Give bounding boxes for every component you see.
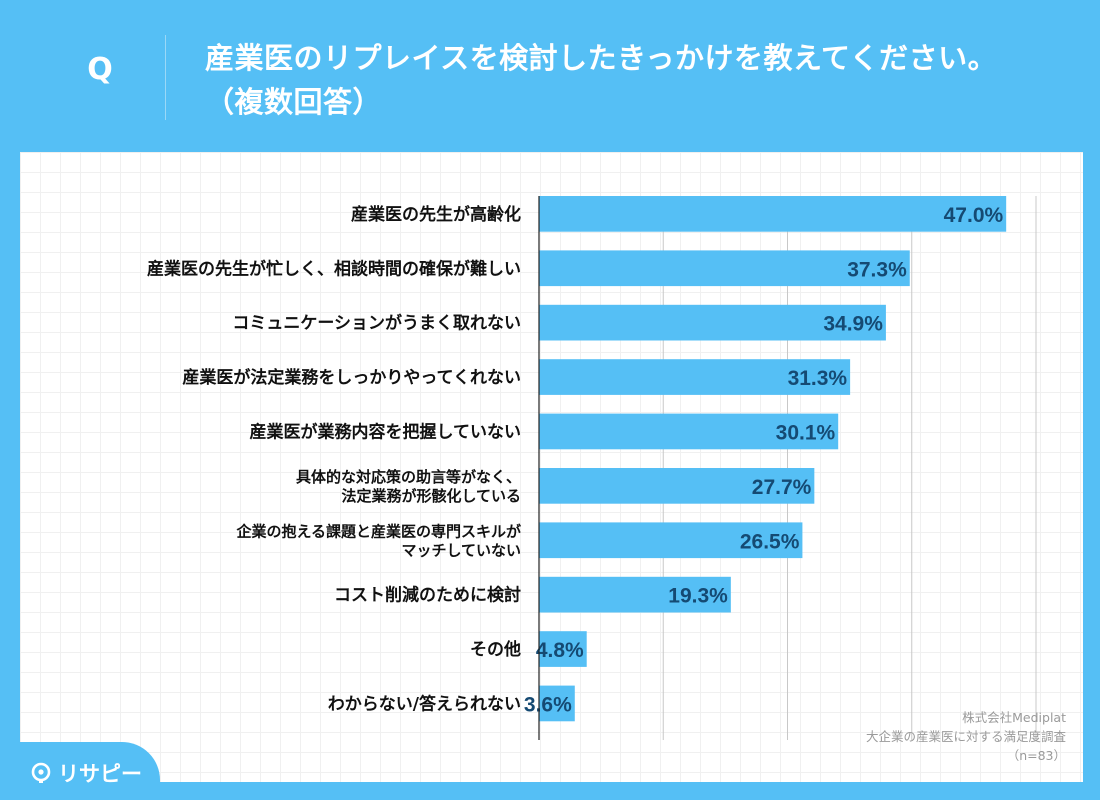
value-label-7: 26.5% (740, 530, 800, 553)
question-label: Q (87, 52, 113, 87)
question-text: 産業医のリプレイスを検討したきっかけを教えてください。 （複数回答） (205, 36, 997, 124)
lightbulb-icon (31, 762, 51, 783)
category-label-5: 産業医が業務内容を把握していない (250, 421, 522, 442)
bar-3 (539, 304, 886, 341)
category-label-6-line-1: 具体的な対応策の助言等がなく、 (296, 468, 521, 486)
category-label-10: わからない/答えられない (328, 693, 521, 714)
bar-6 (539, 468, 815, 504)
brand-logo: リサピー (30, 758, 142, 788)
brand-name: リサピー (58, 762, 142, 786)
bar-9 (539, 631, 587, 667)
category-label-2: 産業医の先生が忙しく、相談時間の確保が難しい (147, 258, 521, 279)
bar-1 (539, 196, 1007, 232)
bar-2 (539, 250, 910, 287)
source-sample: （n=83） (1006, 748, 1066, 763)
source-company: 株式会社Mediplat (962, 710, 1066, 725)
category-label-7: 企業の抱える課題と産業医の専門スキルがマッチしていない (235, 522, 522, 559)
category-label-6-line-2: 法定業務が形骸化している (341, 487, 521, 505)
value-label-2: 37.3% (847, 258, 907, 281)
value-label-6: 27.7% (752, 476, 812, 499)
value-label-3: 34.9% (823, 313, 883, 336)
bar-8 (539, 576, 731, 613)
category-label-7-line-2: マッチしていない (401, 541, 521, 559)
bar-5 (539, 413, 839, 450)
header-divider (165, 35, 166, 120)
bar-10 (539, 685, 575, 722)
value-label-1: 47.0% (944, 204, 1004, 227)
bar-4 (539, 359, 851, 395)
bar-7 (539, 522, 803, 559)
source-note: 株式会社Mediplat 大企業の産業医に対する満足度調査 （n=83） (866, 708, 1066, 765)
category-label-9: その他 (470, 639, 521, 660)
category-label-7-line-1: 企業の抱える課題と産業医の専門スキルが (235, 522, 522, 540)
value-label-4: 31.3% (788, 367, 848, 390)
logo-tab (0, 742, 160, 800)
question-main: 産業医のリプレイスを検討したきっかけを教えてください。 (205, 41, 998, 75)
category-label-8: コスト削減のために検討 (334, 585, 521, 606)
source-survey: 大企業の産業医に対する満足度調査 (865, 729, 1066, 744)
category-label-3: コミュニケーションがうまく取れない (232, 313, 521, 334)
value-label-5: 30.1% (776, 421, 836, 444)
category-label-1: 産業医の先生が高齢化 (351, 204, 521, 225)
value-label-8: 19.3% (668, 585, 728, 608)
chart-card: 47.0% 産業医の先生が高齢化 37.3% 産業医の先生が忙しく、相談時間の確保が難… (20, 152, 1083, 782)
question-sub: （複数回答） (205, 85, 383, 119)
value-label-9: 4.8% (536, 639, 584, 662)
category-label-6: 具体的な対応策の助言等がなく、法定業務が形骸化している (296, 468, 521, 505)
category-label-4: 産業医が法定業務をしっかりやってくれない (182, 367, 521, 388)
value-label-10: 3.6% (524, 693, 572, 716)
bar-chart: 47.0% 産業医の先生が高齢化 37.3% 産業医の先生が忙しく、相談時間の確保が難… (147, 196, 1037, 740)
